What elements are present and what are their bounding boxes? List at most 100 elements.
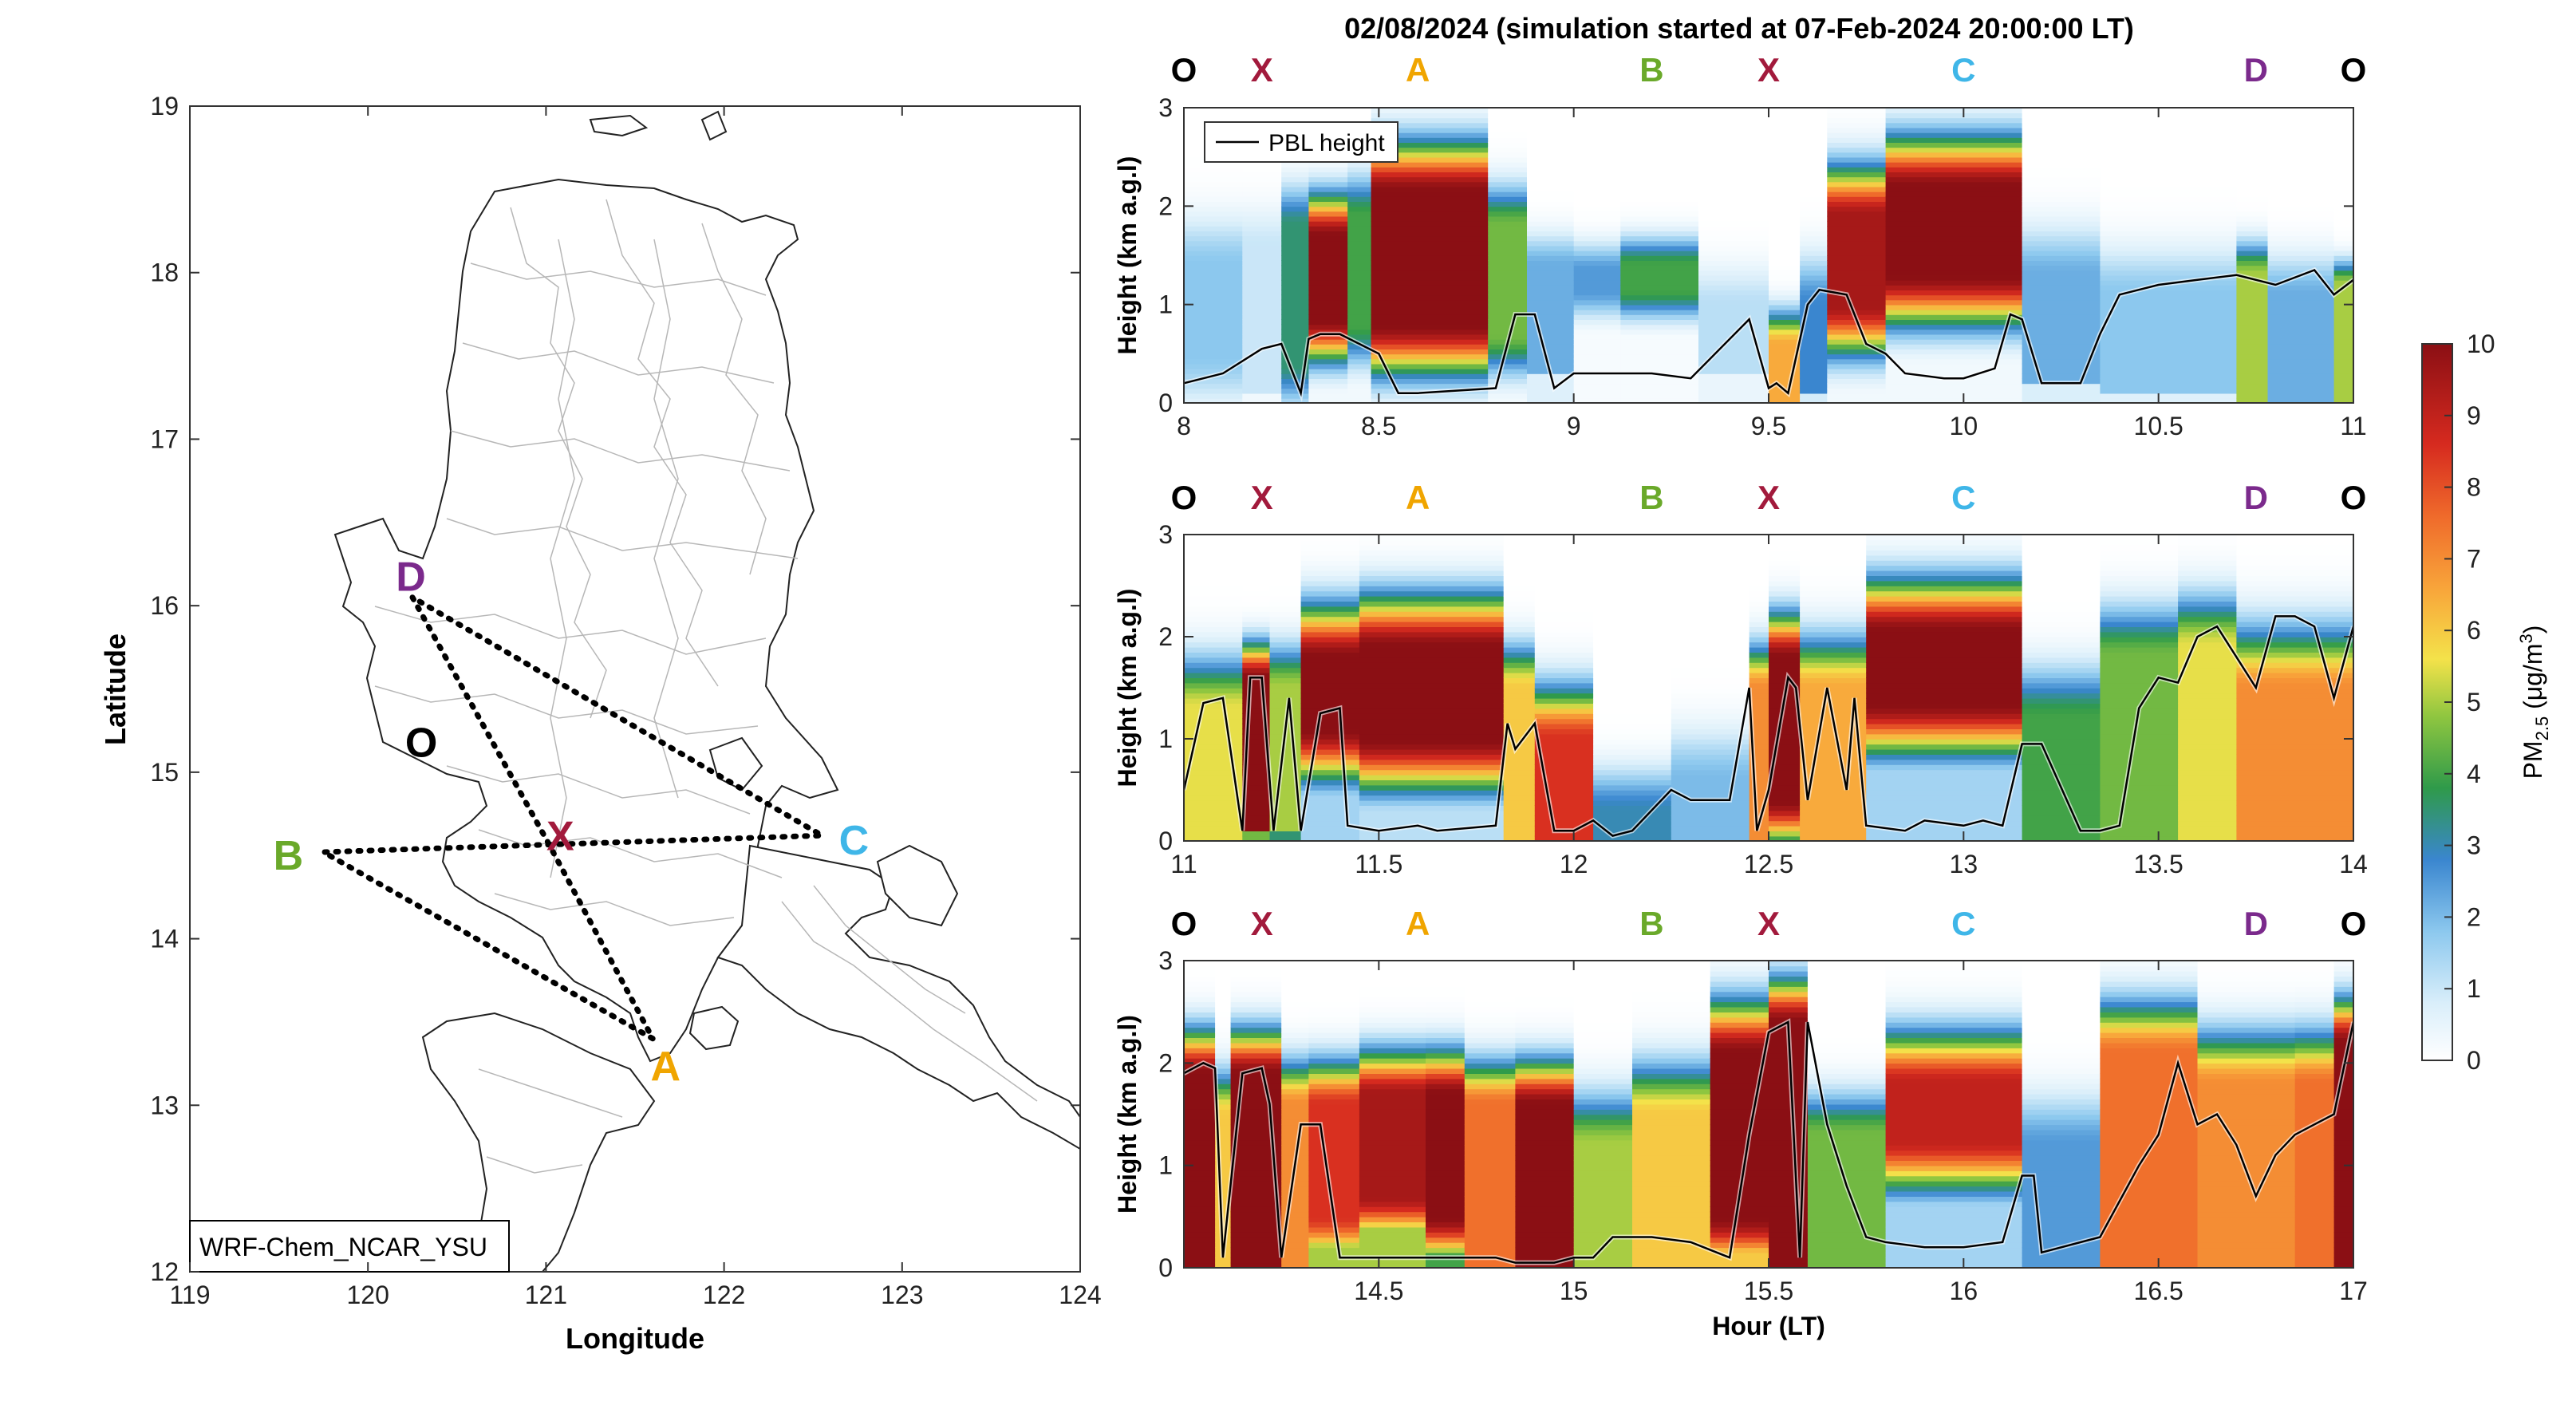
heatmap-cell — [1269, 748, 1302, 755]
map-panel: O X A B C D WRF-Chem_NCAR_YSU 119 120 121 1… — [99, 92, 1102, 1355]
heatmap-cell — [1534, 677, 1594, 684]
heatmap-cell — [2197, 1232, 2296, 1238]
heatmap-cell — [2100, 309, 2238, 315]
heatmap-xtick-label: 13 — [1950, 850, 1978, 878]
heatmap-cell — [1800, 646, 1867, 653]
heatmap-cell — [1230, 1052, 1282, 1059]
heatmap-cell — [1184, 378, 1244, 385]
heatmap-cell — [2022, 580, 2101, 586]
heatmap-cell — [1800, 231, 1828, 237]
heatmap-cell — [2100, 697, 2179, 704]
heatmap-cell — [1573, 1154, 1633, 1161]
heatmap-cell — [1308, 260, 1349, 266]
heatmap-cell — [2333, 1154, 2353, 1161]
heatmap-cell — [1885, 1201, 2023, 1207]
heatmap-cell — [2022, 1022, 2101, 1028]
heatmap-cell — [1215, 1114, 1232, 1120]
heatmap-cell — [1281, 353, 1310, 360]
heatmap-cell — [1488, 161, 1528, 168]
heatmap-cell — [1184, 688, 1244, 694]
heatmap-cell — [2100, 1073, 2199, 1079]
heatmap-cell — [1184, 595, 1244, 602]
heatmap-cell — [2197, 1114, 2296, 1120]
heatmap-cell — [1184, 1257, 1216, 1264]
heatmap-cell — [1769, 344, 1801, 349]
heatmap-cell — [1573, 235, 1622, 242]
heatmap-cell — [2267, 353, 2335, 360]
heatmap-cell — [1800, 697, 1867, 704]
heatmap-cell — [1347, 161, 1372, 168]
heatmap-cell — [1671, 688, 1750, 694]
heatmap-cell — [2022, 657, 2101, 663]
heatmap-cell — [1885, 1139, 2023, 1146]
heatmap-cell — [1359, 1048, 1426, 1054]
heatmap-cell — [1464, 961, 1517, 967]
heatmap-cell — [1698, 250, 1769, 256]
heatmap-cell — [1593, 682, 1672, 689]
heatmap-cell — [2267, 211, 2335, 217]
map-ytick-label: 16 — [150, 591, 179, 620]
heatmap-cell — [1503, 580, 1536, 586]
heatmap-cell — [2267, 329, 2335, 335]
heatmap-cell — [1371, 294, 1489, 301]
heatmap-cell — [1534, 672, 1594, 678]
heatmap-cell — [1464, 1124, 1517, 1131]
heatmap-cell — [1866, 652, 2023, 658]
heatmap-cell — [1308, 1175, 1360, 1182]
heatmap-cell — [1359, 1247, 1426, 1253]
heatmap-cell — [1242, 539, 1271, 546]
heatmap-cell — [1632, 1190, 1711, 1197]
heatmap-cell — [1885, 1154, 2023, 1161]
heatmap-cell — [1503, 835, 1536, 841]
heatmap-cell — [1230, 1016, 1282, 1023]
heatmap-cell — [2236, 693, 2353, 699]
heatmap-cell — [1308, 220, 1349, 227]
heatmap-cell — [1230, 1139, 1282, 1146]
heatmap-cell — [1347, 167, 1372, 172]
heatmap-cell — [1359, 831, 1505, 837]
heatmap-cell — [2100, 1170, 2199, 1177]
heatmap-cell — [1359, 539, 1505, 546]
heatmap-cell — [1527, 211, 1575, 217]
heatmap-cell — [1593, 718, 1672, 724]
heatmap-cell — [1184, 1186, 1216, 1192]
heatmap-cell — [1242, 575, 1271, 582]
heatmap-cell — [1573, 319, 1622, 326]
heatmap-cell — [1534, 713, 1594, 720]
heatmap-cell — [2197, 1145, 2296, 1151]
heatmap-cell — [2333, 255, 2353, 261]
heatmap-cell — [1230, 961, 1282, 967]
heatmap-cell — [2333, 108, 2353, 113]
heatmap-cell — [2100, 976, 2199, 982]
heatmap-cell — [2100, 595, 2179, 602]
heatmap-cell — [2100, 1048, 2199, 1054]
heatmap-cell — [1359, 621, 1505, 627]
heatmap-cell — [1698, 152, 1769, 158]
heatmap-cell — [1885, 290, 2023, 296]
heatmap-cell — [1308, 1032, 1360, 1038]
heatmap-cell — [1827, 344, 1887, 349]
heatmap-cell — [1242, 606, 1271, 612]
heatmap-cell — [2197, 1073, 2296, 1079]
heatmap-cell — [2294, 1262, 2335, 1268]
heatmap-cell — [1620, 132, 1699, 138]
heatmap-cell — [2236, 652, 2353, 658]
heatmap-cell — [1215, 1063, 1232, 1069]
heatmap-cell — [1230, 996, 1282, 1003]
heatmap-cell — [1184, 970, 1216, 977]
heatmap-cell — [1593, 688, 1672, 694]
heatmap-cell — [1184, 677, 1244, 684]
heatmap-cell — [1534, 703, 1594, 709]
segment-label-D: D — [2244, 51, 2268, 89]
heatmap-ytick-label: 2 — [1158, 1048, 1173, 1077]
heatmap-cell — [1671, 759, 1750, 765]
heatmap-cell — [2022, 616, 2101, 622]
heatmap-cell — [1710, 1226, 1769, 1233]
heatmap-cell — [2236, 601, 2353, 607]
heatmap-cell — [2236, 682, 2353, 689]
heatmap-cell — [1359, 677, 1505, 684]
heatmap-cell — [2100, 196, 2238, 202]
heatmap-cell — [1593, 759, 1672, 765]
colorbar-tick-label: 0 — [2467, 1046, 2481, 1075]
heatmap-cell — [1800, 652, 1867, 658]
